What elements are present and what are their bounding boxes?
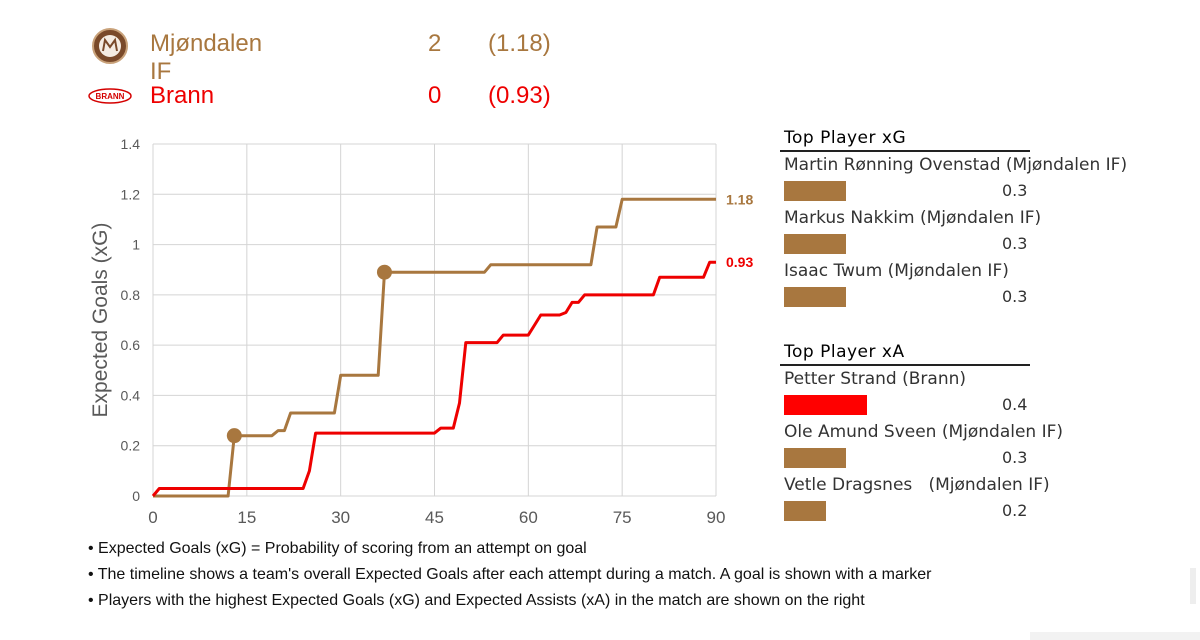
player-list: Martin Rønning Ovenstad (Mjøndalen IF) 0.… <box>780 152 1180 311</box>
x-tick-label: 60 <box>519 508 538 527</box>
x-tick-label: 75 <box>613 508 632 527</box>
brann-logo-text: BRANN <box>96 92 125 101</box>
player-name: Ole Amund Sveen (Mjøndalen IF) <box>784 422 1064 442</box>
team-name: Mjøndalen IF <box>150 30 263 85</box>
series-layer <box>151 197 716 498</box>
player-row: Markus Nakkim (Mjøndalen IF) 0.3 <box>780 205 1180 258</box>
goal-marker <box>376 264 392 280</box>
label-layer: 1.18 0.93 <box>726 191 753 270</box>
player-row: Vetle Dragsnes (Mjøndalen IF) 0.2 <box>780 472 1180 525</box>
grid-layer <box>152 143 717 497</box>
x-tick-label: 90 <box>707 508 726 527</box>
player-row: Martin Rønning Ovenstad (Mjøndalen IF) 0.… <box>780 152 1180 205</box>
y-tick-label: 0.4 <box>121 387 141 403</box>
player-bar <box>784 395 867 415</box>
series-line <box>153 197 716 498</box>
scrollbar-thumb[interactable] <box>1190 568 1196 604</box>
player-bar <box>784 501 826 521</box>
player-row: Ole Amund Sveen (Mjøndalen IF) 0.3 <box>780 419 1180 472</box>
x-tick-label: 0 <box>148 508 157 527</box>
player-name: Markus Nakkim (Mjøndalen IF) <box>784 208 1042 228</box>
y-tick-label: 1 <box>132 237 140 253</box>
note-line: • Players with the highest Expected Goal… <box>88 592 865 609</box>
note-line: • The timeline shows a team's overall Ex… <box>88 566 932 583</box>
player-bar <box>784 181 846 201</box>
note-line: • Expected Goals (xG) = Probability of s… <box>88 540 587 557</box>
player-name: Petter Strand (Brann) <box>784 369 967 389</box>
player-bar <box>784 234 846 254</box>
series-end-label: 1.18 <box>726 191 753 207</box>
x-tick-label: 15 <box>237 508 256 527</box>
y-tick-label: 0.2 <box>121 438 141 454</box>
player-value: 0.3 <box>1002 234 1028 253</box>
player-name: Isaac Twum (Mjøndalen IF) <box>784 261 1009 281</box>
y-tick-label: 0.6 <box>121 337 141 353</box>
player-value: 0.3 <box>1002 448 1028 467</box>
player-name: Martin Rønning Ovenstad (Mjøndalen IF) <box>784 155 1128 175</box>
player-row: Petter Strand (Brann) 0.4 <box>780 366 1180 419</box>
x-tick-label: 30 <box>331 508 350 527</box>
player-list: Petter Strand (Brann) 0.4 Ole Amund Sveen … <box>780 366 1180 525</box>
top-xa-panel: Top Player xA Petter Strand (Brann) 0.4 Ol… <box>780 342 1180 525</box>
player-value: 0.3 <box>1002 287 1028 306</box>
x-tick-label: 45 <box>425 508 444 527</box>
team-xg: (1.18) <box>488 30 551 57</box>
player-value: 0.3 <box>1002 181 1028 200</box>
panel-divider <box>780 150 1030 152</box>
xg-timeline-chart: 0 0.2 0.4 0.6 0.8 1 1.2 1.4 0 15 30 45 60 75 90 Expecte… <box>89 136 753 527</box>
team-goals: 0 <box>428 82 442 109</box>
team-goals: 2 <box>428 30 442 57</box>
player-value: 0.4 <box>1002 395 1028 414</box>
team-xg: (0.93) <box>488 82 551 109</box>
player-name: Vetle Dragsnes (Mjøndalen IF) <box>784 475 1050 495</box>
series-end-label: 0.93 <box>726 254 753 270</box>
axis-layer: 0 0.2 0.4 0.6 0.8 1 1.2 1.4 0 15 30 45 60 75 90 Expecte… <box>89 136 725 527</box>
panel-title: Top Player xG <box>784 128 907 148</box>
y-tick-label: 0 <box>132 488 140 504</box>
edge-strip <box>1030 632 1200 640</box>
y-tick-label: 0.8 <box>121 287 141 303</box>
series-line <box>151 260 716 497</box>
y-tick-label: 1.4 <box>121 136 141 152</box>
brann-logo: BRANN <box>88 88 132 104</box>
panel-divider <box>780 364 1030 366</box>
mjondalen-logo <box>92 28 128 64</box>
player-bar <box>784 448 846 468</box>
team-name: Brann <box>150 82 215 109</box>
player-row: Isaac Twum (Mjøndalen IF) 0.3 <box>780 258 1180 311</box>
y-tick-label: 1.2 <box>121 186 141 202</box>
panel-title: Top Player xA <box>784 342 905 362</box>
notes: • Expected Goals (xG) = Probability of s… <box>88 540 931 618</box>
y-axis-label: Expected Goals (xG) <box>89 223 112 418</box>
top-xg-panel: Top Player xG Martin Rønning Ovenstad (M… <box>780 128 1180 311</box>
player-bar <box>784 287 846 307</box>
goal-marker <box>226 428 242 444</box>
player-value: 0.2 <box>1002 501 1028 520</box>
